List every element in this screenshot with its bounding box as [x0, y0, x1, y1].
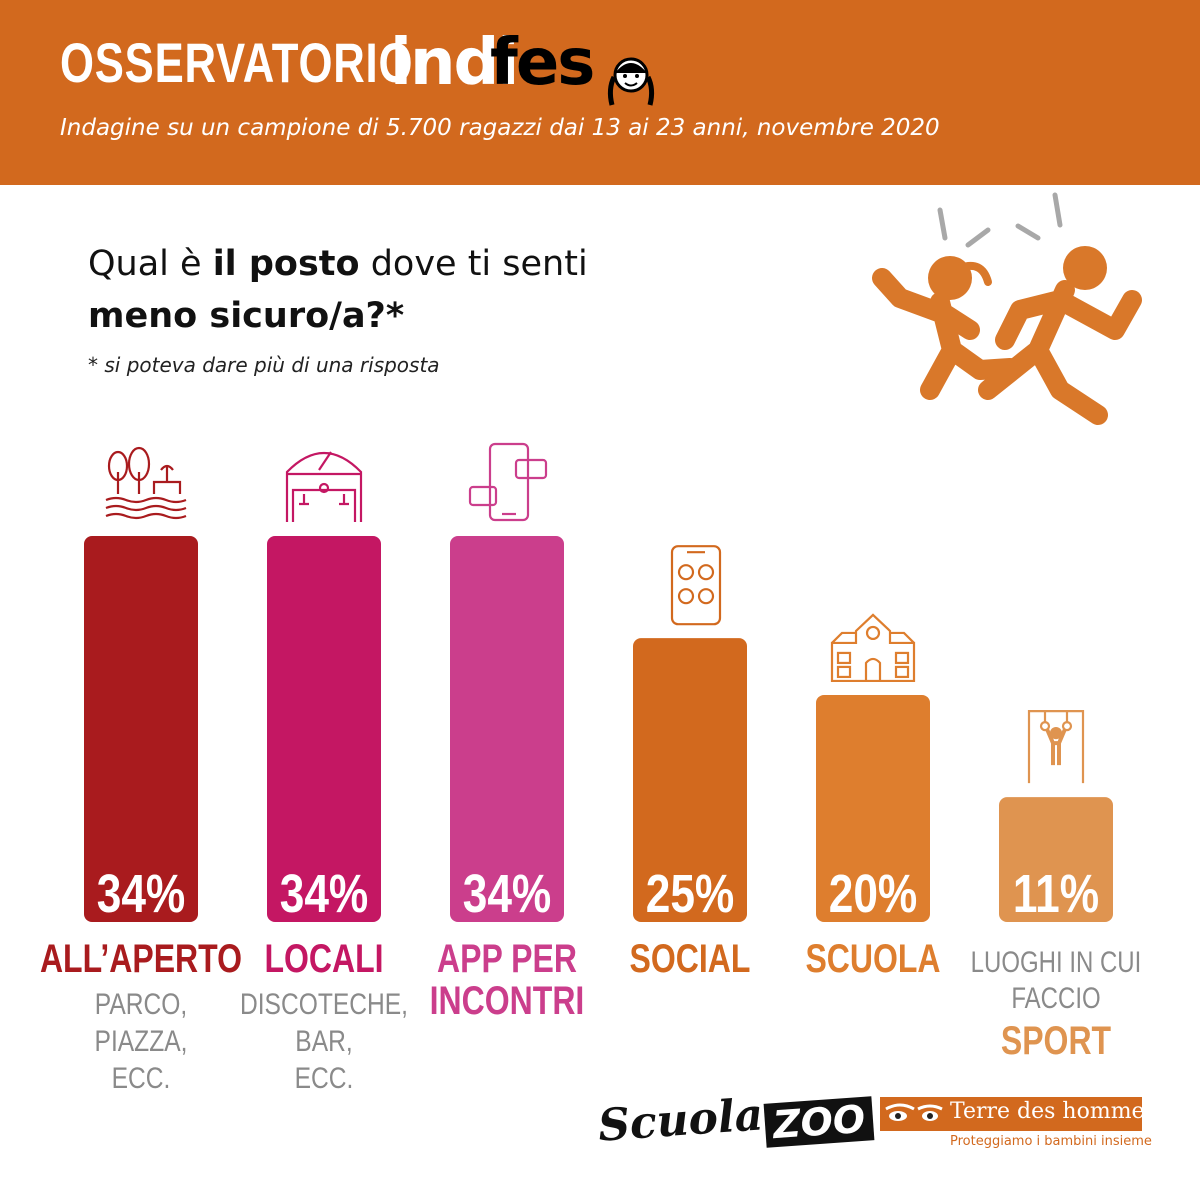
bar-3: [450, 536, 564, 922]
gym-rings-icon: [1027, 710, 1085, 784]
category-detail: ECC.: [112, 1061, 171, 1095]
bar-4: [633, 638, 747, 922]
bar-6: [999, 797, 1113, 922]
scuolazoo-logo-text: Scuola: [596, 1089, 765, 1152]
bar-2: [267, 536, 381, 922]
category-detail: PARCO,: [95, 987, 187, 1021]
brand-indi: indi: [390, 26, 519, 100]
runners-icon: [872, 192, 1142, 425]
school-icon: [830, 613, 916, 683]
brand-fes: fes: [490, 26, 595, 100]
tdh-name: Terre des hommes: [950, 1099, 1156, 1124]
category-detail: BAR,: [295, 1024, 352, 1058]
bar-value-label: 34%: [463, 864, 552, 924]
bar-value-label: 20%: [829, 864, 918, 924]
category-detail: PIAZZA,: [95, 1024, 188, 1058]
tdh-tagline: Proteggiamo i bambini insieme: [950, 1134, 1152, 1149]
social-phone-icon: [670, 545, 722, 626]
scuolazoo-logo-zoo: ZOO: [763, 1096, 875, 1148]
brand-title: OSSERVATORIO indi fes: [60, 26, 595, 100]
dating-app-icon: [468, 442, 548, 522]
category-label: LOCALI: [264, 936, 383, 981]
category-detail: ECC.: [295, 1061, 354, 1095]
category-label: INCONTRI: [430, 978, 585, 1023]
category-detail: DISCOTECHE,: [240, 987, 408, 1021]
girl-face-icon: [607, 57, 655, 106]
question-footnote: * si poteva dare più di una risposta: [88, 353, 440, 377]
brand-osservatorio: OSSERVATORIO: [60, 31, 414, 94]
tdh-face-icon: [885, 1103, 943, 1121]
category-label: SOCIAL: [630, 936, 751, 981]
bar-5: [816, 694, 930, 922]
disco-icon: [285, 451, 363, 522]
header-band: OSSERVATORIO indi fes Indagine su un cam…: [0, 0, 1200, 185]
category-label: SPORT: [1001, 1018, 1111, 1063]
bar-value-label: 34%: [97, 864, 186, 924]
header-subtitle: Indagine su un campione di 5.700 ragazzi…: [60, 115, 940, 141]
question-text-2: dove ti senti: [359, 244, 588, 284]
park-icon: [105, 446, 187, 520]
category-label: APP PER: [437, 936, 577, 981]
question-bold-2: meno sicuro/a?*: [88, 296, 405, 336]
category-pre-label: LUOGHI IN CUI: [971, 944, 1142, 978]
scuolazoo-logo: Scuola ZOO: [596, 1089, 875, 1152]
bar-value-label: 25%: [646, 864, 735, 924]
question-bold-1: il posto: [212, 244, 360, 284]
category-label: ALL’APERTO: [40, 936, 242, 981]
bar-value-label: 34%: [280, 864, 369, 924]
category-pre-label: FACCIO: [1011, 980, 1100, 1014]
question-title: Qual è il posto dove ti senti meno sicur…: [88, 238, 588, 342]
question-text-1: Qual è: [88, 244, 213, 284]
bar-value-label: 11%: [1013, 864, 1099, 924]
category-label: SCUOLA: [805, 936, 940, 981]
terre-des-hommes-logo: Terre des hommes Proteggiamo i bambini i…: [880, 1097, 1156, 1153]
bar-1: [84, 536, 198, 922]
